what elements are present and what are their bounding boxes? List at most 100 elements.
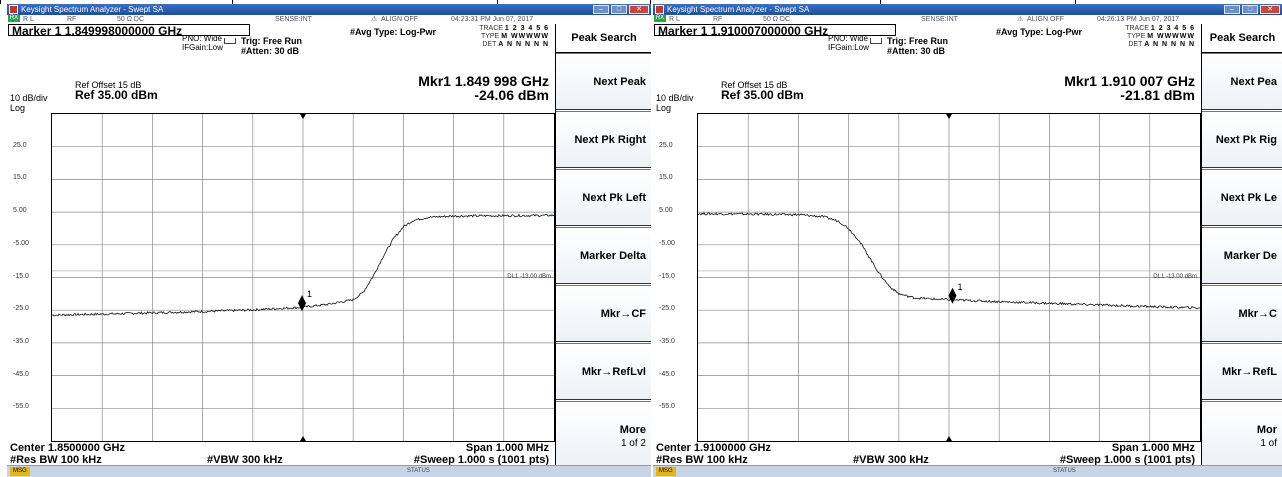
align-indicator: ALIGN OFF — [381, 16, 418, 23]
trace-numbers: 1 2 3 4 5 6 — [1150, 25, 1195, 32]
msg-tag: MSG — [10, 467, 30, 476]
vbw: #VBW 300 kHz — [853, 454, 929, 466]
softkey-next-pk-left[interactable]: Next Pk Left — [556, 169, 651, 226]
marker-readout-frequency: Mkr1 1.849 998 GHz — [418, 73, 549, 89]
y-tick-label: -15.0 — [13, 272, 29, 280]
spectrum-graph[interactable]: DL1 -13.00 dBm 1 — [51, 113, 555, 442]
rf-indicator: RF — [67, 16, 77, 23]
softkey-next-peak[interactable]: Next Peak — [556, 53, 651, 110]
top-strip — [0, 0, 1282, 4]
timestamp: 04:26:13 PM Jun 07, 2017 — [1097, 16, 1180, 23]
minimize-icon[interactable]: – — [593, 5, 609, 14]
ref-level: Ref 35.00 dBm — [721, 88, 804, 102]
span: Span 1.000 MHz — [465, 442, 549, 454]
softkey-next-pk-right[interactable]: Next Pk Rig — [1202, 111, 1282, 168]
y-tick-label: 5.00 — [13, 207, 27, 215]
sweep: #Sweep 1.000 s (1001 pts) — [413, 454, 549, 466]
softkey-more[interactable]: Mor 1 of — [1202, 401, 1282, 467]
y-tick-label: -5.00 — [13, 239, 29, 247]
softkey-next-peak[interactable]: Next Pea — [1202, 53, 1282, 110]
softkey-more[interactable]: More 1 of 2 — [556, 401, 651, 467]
window-titlebar[interactable]: Keysight Spectrum Analyzer - Swept SA – … — [7, 4, 651, 15]
softkey-label: Next Pea — [1230, 76, 1277, 88]
rl-indicator: R L — [23, 16, 34, 23]
det-values: A N N N N N — [498, 41, 549, 48]
softkey-marker-delta[interactable]: Marker Delta — [556, 227, 651, 284]
impedance-indicator: 50 Ω DC — [763, 16, 791, 23]
type-values: M WWWWW — [501, 33, 549, 40]
window-title: Keysight Spectrum Analyzer - Swept SA — [667, 5, 810, 14]
softkey-mkr-cf[interactable]: Mkr→CF — [556, 285, 651, 342]
menu-title: Peak Search — [1202, 24, 1282, 53]
window-controls: – □ ✕ — [1224, 5, 1280, 14]
maximize-icon[interactable]: □ — [611, 5, 627, 14]
display-line-label: DL1 -13.00 dBm — [507, 274, 551, 280]
minimize-icon[interactable]: – — [1224, 5, 1240, 14]
span: Span 1.000 MHz — [1111, 442, 1195, 454]
center-top-arrow-icon — [946, 114, 952, 119]
det-label: DET — [1128, 41, 1143, 48]
spectrum-graph[interactable]: DL1 -13.00 dBm 1 — [697, 113, 1201, 442]
warning-icon: ⚠ — [371, 16, 378, 23]
trigger-setting: Trig: Free Run — [241, 36, 303, 46]
rl-indicator: R L — [669, 16, 680, 23]
softkey-mkr-cf[interactable]: Mkr→C — [1202, 285, 1282, 342]
center-bottom-arrow-icon — [300, 436, 306, 441]
close-icon[interactable]: ✕ — [629, 5, 649, 14]
softkey-mkr-reflvl[interactable]: Mkr→RefLvl — [556, 343, 651, 400]
menu-title: Peak Search — [556, 24, 651, 53]
softkey-label: Mkr→RefLvl — [581, 366, 646, 378]
det-values: A N N N N N — [1144, 41, 1195, 48]
window-titlebar[interactable]: Keysight Spectrum Analyzer - Swept SA – … — [653, 4, 1282, 15]
y-tick-label: 25.0 — [659, 141, 673, 149]
trace-indicator: TRACE 1 2 3 4 5 6 TYPE M WWWWW DET A N N… — [454, 25, 549, 49]
softkey-mkr-reflvl[interactable]: Mkr→RefL — [1202, 343, 1282, 400]
display-line-label: DL1 -13.00 dBm — [1153, 274, 1197, 280]
instrument-status-row: RX R L RF 50 Ω DC SENSE:INT ⚠ ALIGN OFF … — [7, 15, 651, 24]
marker-frequency-field[interactable]: Marker 1 1.910007000000 GHz — [654, 24, 896, 37]
top-strip-divider — [232, 0, 233, 4]
softkey-next-pk-left[interactable]: Next Pk Le — [1202, 169, 1282, 226]
status-badge: RX — [654, 15, 666, 22]
spectrum-plot: DL1 -13.00 dBm 1 — [698, 114, 1200, 441]
top-strip-divider — [1075, 0, 1076, 4]
res-bw: #Res BW 100 kHz — [10, 454, 102, 466]
trace-label: TRACE — [479, 25, 503, 32]
softkey-page-indicator: 1 of 2 — [620, 438, 646, 449]
softkey-label: Mkr→C — [1238, 308, 1277, 320]
marker-diamond-icon — [948, 287, 957, 304]
scale-per-div: 10 dB/div — [656, 93, 694, 103]
align-indicator: ALIGN OFF — [1027, 16, 1064, 23]
softkey-marker-delta[interactable]: Marker De — [1202, 227, 1282, 284]
softkey-page-indicator: 1 of — [1260, 438, 1277, 449]
softkey-label: Next Pk Left — [582, 192, 646, 204]
softkey-label: Mkr→RefL — [1221, 366, 1277, 378]
type-values: M WWWWW — [1147, 33, 1195, 40]
marker-frequency-field[interactable]: Marker 1 1.849998000000 GHz — [8, 24, 250, 37]
softkey-menu: Peak Search Next Peak Next Pk Right Next… — [555, 24, 651, 467]
impedance-indicator: 50 Ω DC — [117, 16, 145, 23]
close-icon[interactable]: ✕ — [1260, 5, 1280, 14]
center-bottom-arrow-icon — [946, 436, 952, 441]
maximize-icon[interactable]: □ — [1242, 5, 1258, 14]
spectrum-trace — [698, 211, 1200, 310]
softkey-label: Next Pk Rig — [1215, 134, 1277, 146]
scale-per-div: 10 dB/div — [10, 93, 48, 103]
ref-level-value: Ref 35.00 dBm — [721, 88, 804, 102]
log-label: Log — [10, 103, 26, 113]
pno-bracket-icon — [870, 38, 882, 44]
pno-setting: PNO: Wide — [182, 34, 223, 43]
ref-offset: Ref Offset 15 dB — [75, 80, 142, 90]
app-icon — [9, 5, 18, 14]
ifgain-setting: IFGain:Low — [182, 43, 223, 52]
y-tick-label: 25.0 — [13, 141, 27, 149]
message-bar: MSG STATUS — [7, 465, 651, 477]
softkey-next-pk-right[interactable]: Next Pk Right — [556, 111, 651, 168]
ref-offset: Ref Offset 15 dB — [721, 80, 788, 90]
center-frequency: Center 1.8500000 GHz — [10, 442, 125, 454]
y-tick-label: -45.0 — [13, 370, 29, 378]
app-icon — [655, 5, 664, 14]
ref-level: Ref 35.00 dBm — [75, 89, 158, 101]
trace-indicator: TRACE 1 2 3 4 5 6 TYPE M WWWWW DET A N N… — [1100, 25, 1195, 49]
instrument-status-row: RX R L RF 50 Ω DC SENSE:INT ⚠ ALIGN OFF … — [653, 15, 1282, 24]
